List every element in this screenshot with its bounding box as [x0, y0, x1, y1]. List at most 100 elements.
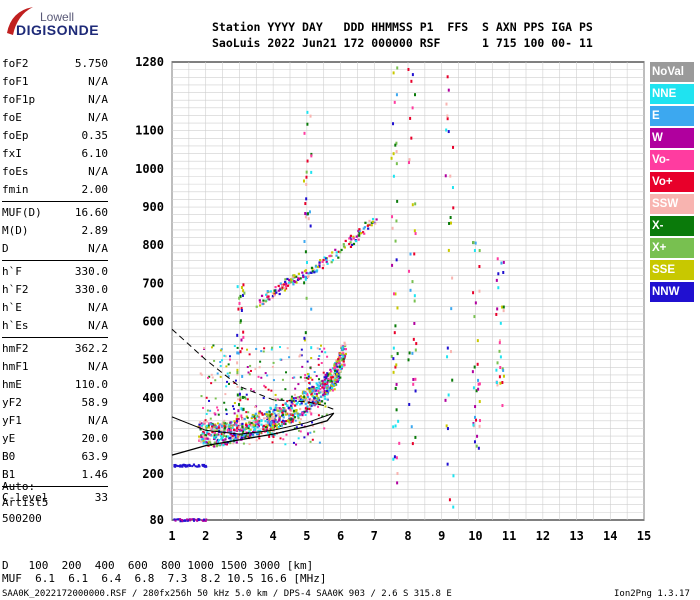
echo-point — [321, 390, 324, 394]
echo-point — [306, 372, 309, 375]
echo-point — [338, 361, 341, 364]
echo-point — [266, 290, 269, 293]
echo-point — [411, 106, 414, 110]
echo-point — [223, 429, 226, 432]
x-tick-label: 11 — [502, 529, 516, 543]
echo-point — [216, 440, 220, 444]
echo-point — [277, 284, 280, 288]
echo-point — [229, 428, 232, 432]
echo-point — [329, 380, 332, 383]
param-row: foF2 5.750 — [2, 55, 108, 73]
echo-point — [267, 297, 270, 300]
echo-point — [271, 294, 275, 298]
distance-row: D 100 200 400 600 800 1000 1500 3000 [km… — [2, 559, 314, 572]
echo-point — [358, 234, 361, 237]
echo-point — [357, 229, 360, 233]
echo-point — [329, 386, 332, 389]
echo-point — [336, 360, 339, 363]
param-name: h`F — [2, 265, 22, 278]
echo-point — [236, 285, 239, 289]
echo-point — [255, 422, 258, 425]
echo-point — [478, 400, 481, 404]
echo-point — [279, 288, 282, 291]
echo-point — [316, 387, 319, 390]
echo-point — [300, 348, 303, 351]
echo-point — [318, 378, 321, 381]
echo-point — [339, 367, 342, 370]
echo-point — [228, 371, 231, 374]
param-name: yE — [2, 432, 16, 445]
echo-point — [323, 378, 327, 381]
echo-point — [284, 280, 287, 284]
echo-point — [355, 235, 358, 238]
echo-point — [205, 427, 208, 430]
echo-point — [501, 367, 504, 371]
echo-point — [391, 263, 394, 267]
echo-point — [291, 420, 294, 423]
param-value: 20.0 — [81, 432, 109, 445]
echo-point — [296, 401, 299, 404]
echo-point — [201, 437, 205, 440]
echo-point — [203, 518, 206, 521]
echo-point — [312, 403, 315, 406]
echo-point — [293, 412, 296, 415]
echo-point — [322, 258, 325, 262]
echo-point — [213, 412, 216, 415]
echo-point — [306, 159, 309, 163]
echo-point — [335, 370, 339, 373]
echo-point — [273, 294, 276, 297]
echo-point — [349, 241, 352, 244]
echo-point — [219, 364, 222, 367]
echo-point — [212, 437, 216, 440]
echo-point — [411, 73, 414, 77]
echo-point — [305, 170, 308, 174]
echo-point — [451, 276, 454, 280]
echo-point — [414, 232, 417, 236]
param-value: 0.35 — [81, 129, 109, 142]
echo-point — [412, 382, 415, 386]
echo-point — [334, 374, 338, 377]
echo-point — [310, 357, 313, 360]
echo-point — [307, 377, 310, 380]
param-row: C-level 33 — [2, 489, 108, 507]
echo-point — [284, 402, 287, 405]
echo-point — [321, 379, 324, 383]
echo-point — [305, 409, 308, 413]
echo-point — [229, 439, 232, 442]
echo-point — [269, 290, 272, 293]
echo-point — [318, 402, 321, 405]
echo-point — [277, 414, 280, 417]
echo-point — [231, 424, 234, 427]
x-tick-label: 12 — [536, 529, 550, 543]
echo-point — [446, 117, 449, 121]
echo-point — [444, 398, 447, 402]
echo-point — [286, 400, 289, 403]
param-name: yF1 — [2, 414, 22, 427]
echo-point — [258, 366, 261, 369]
echo-point — [262, 299, 265, 302]
echo-point — [271, 425, 274, 429]
echo-point — [408, 158, 411, 162]
echo-point — [319, 395, 323, 398]
echo-point — [310, 307, 313, 311]
echo-point — [186, 519, 189, 522]
echo-point — [247, 427, 250, 430]
echo-point — [314, 389, 317, 392]
echo-point — [221, 436, 224, 439]
echo-point — [413, 321, 416, 325]
echo-point — [329, 370, 333, 373]
echo-point — [202, 439, 205, 442]
echo-point — [288, 281, 291, 284]
echo-point — [239, 350, 242, 354]
echo-point — [337, 368, 340, 371]
echo-point — [343, 341, 346, 344]
x-tick-label: 3 — [236, 529, 243, 543]
echo-point — [175, 464, 178, 467]
echo-point — [334, 369, 337, 372]
x-tick-label: 14 — [603, 529, 617, 543]
echo-point — [208, 433, 211, 436]
echo-point — [396, 66, 399, 70]
echo-point — [284, 284, 288, 288]
echo-point — [314, 401, 317, 404]
echo-point — [254, 421, 257, 424]
